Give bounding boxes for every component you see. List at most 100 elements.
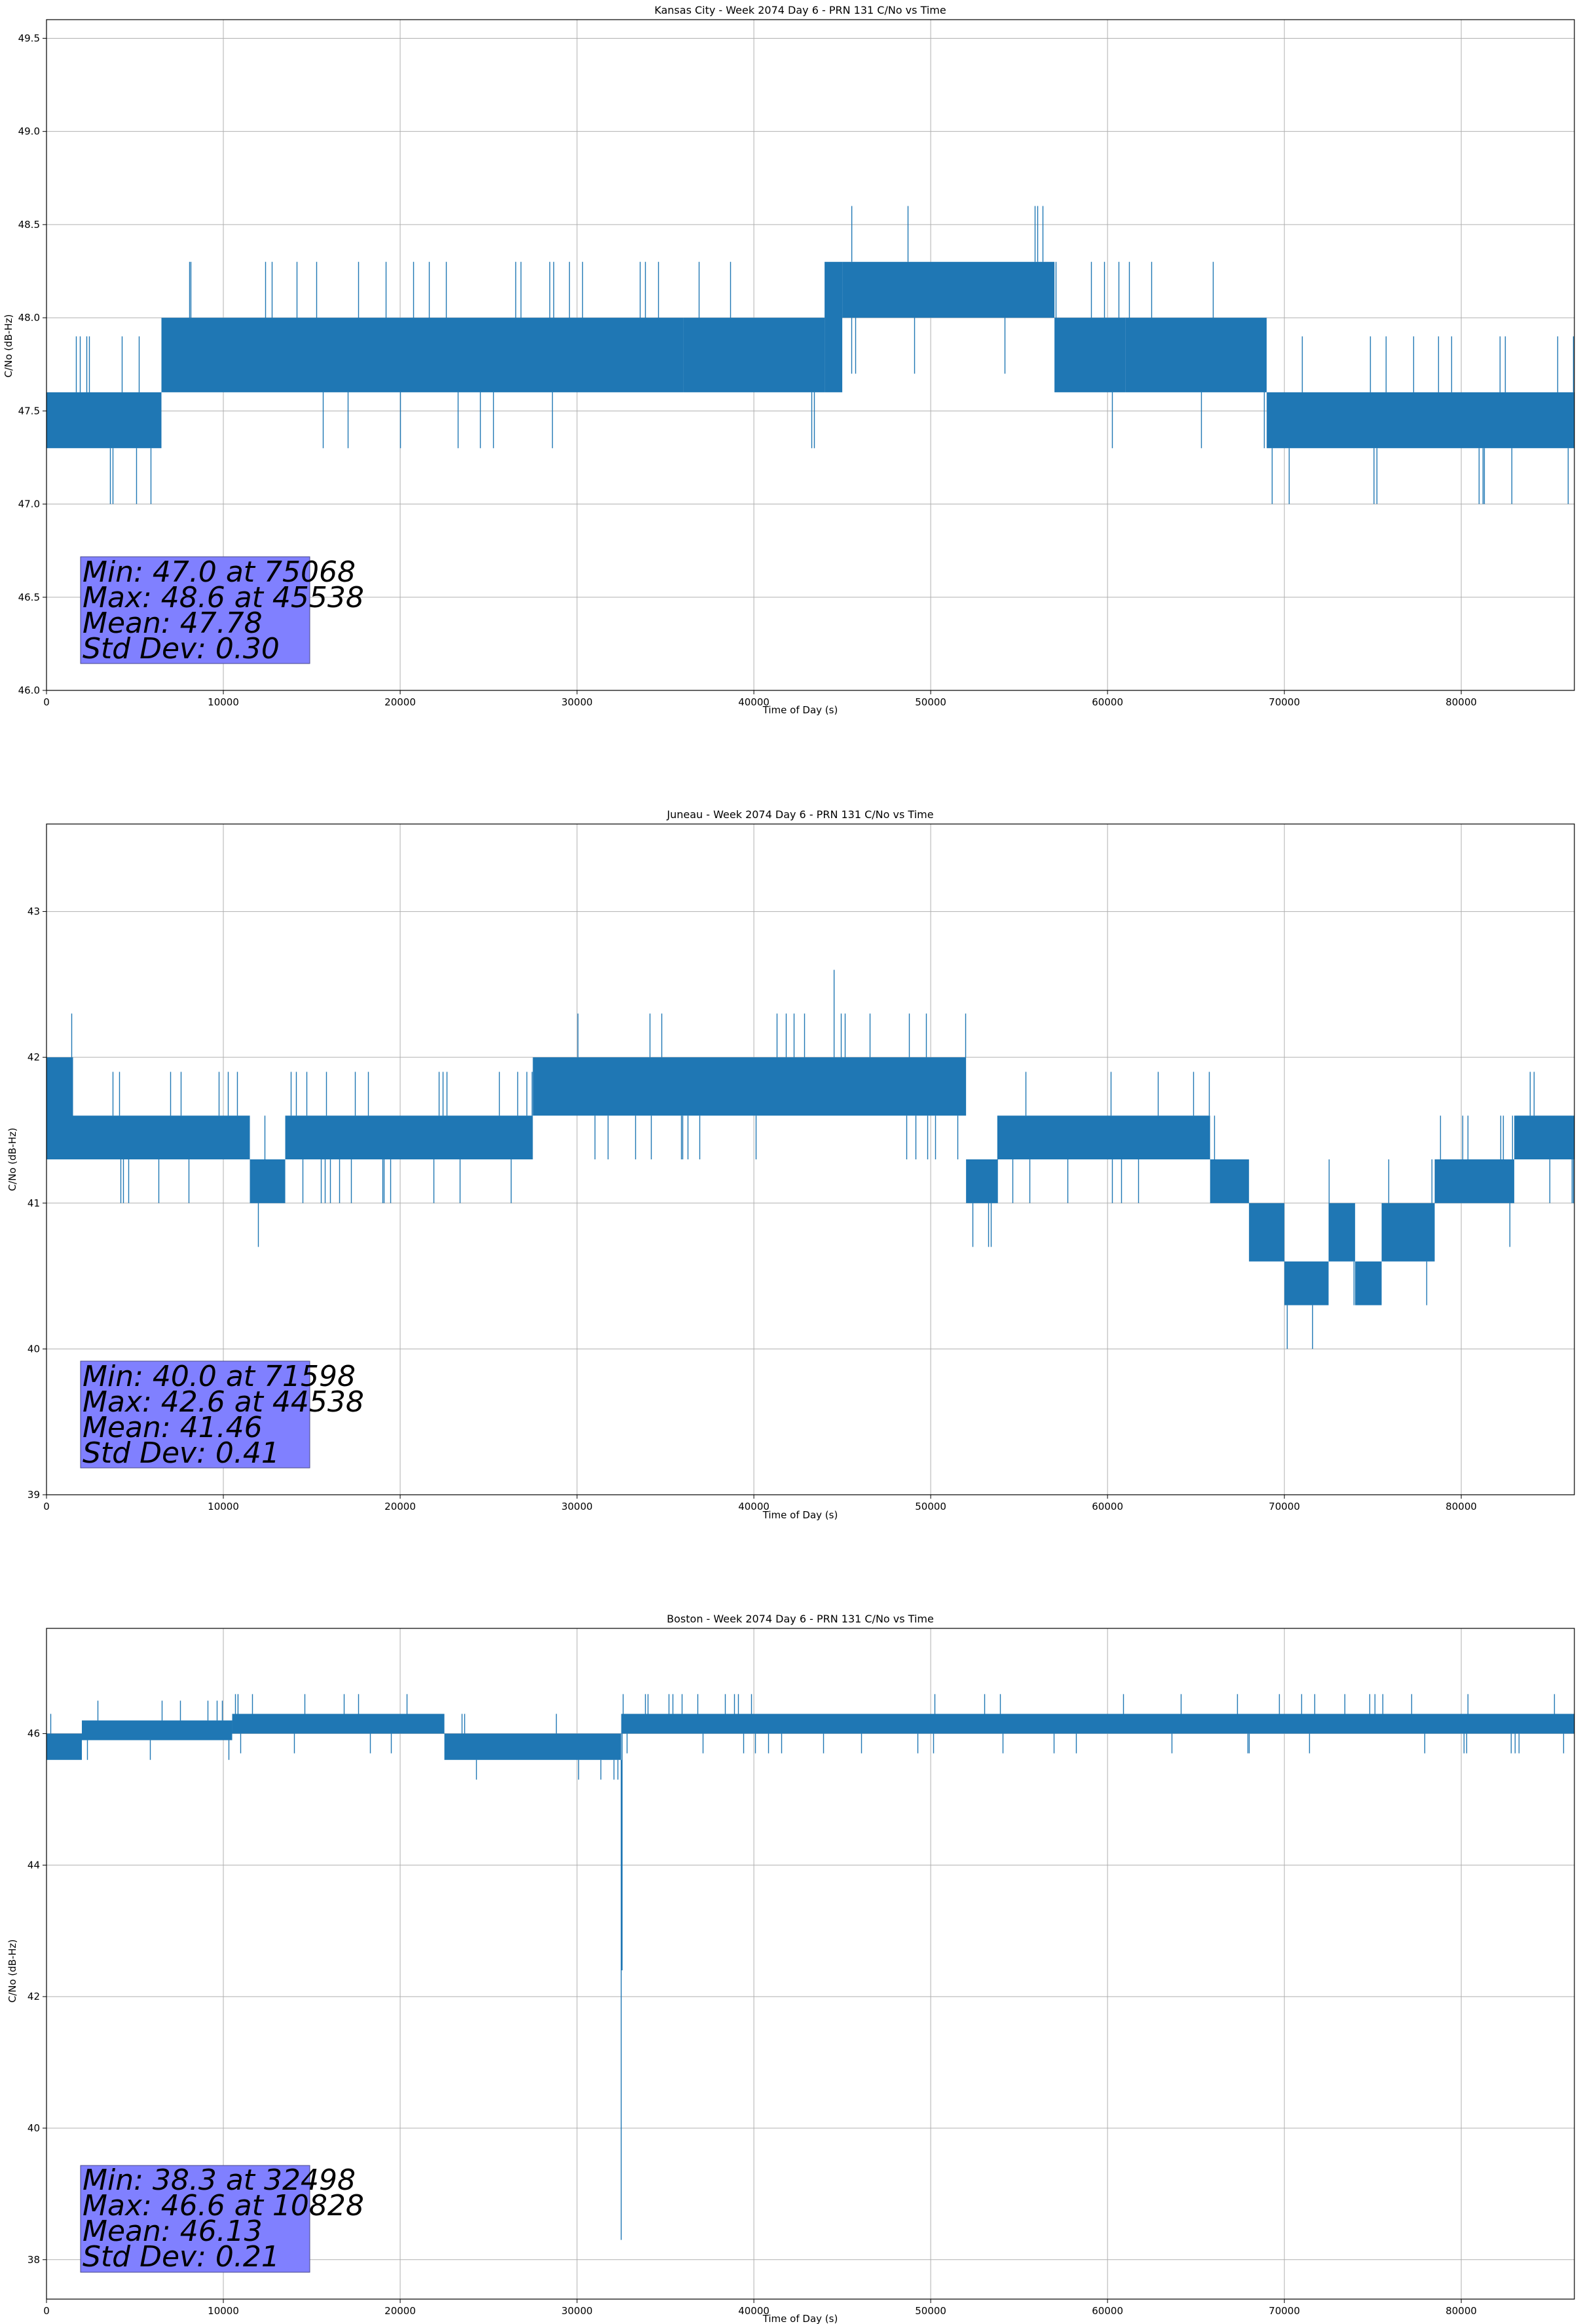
y-axis-label: C/No (dB-Hz) xyxy=(7,1940,18,2003)
chart-panel-boston: Boston - Week 2074 Day 6 - PRN 131 C/No … xyxy=(7,1613,1575,2324)
x-tick-label: 0 xyxy=(43,1501,50,1512)
y-tick-label: 49.0 xyxy=(18,126,40,138)
axes-frame xyxy=(46,1628,1575,2300)
cno-band-segment xyxy=(1125,318,1267,392)
y-tick-label: 43 xyxy=(28,906,40,918)
cno-spikes xyxy=(50,1694,1565,2240)
stats-mean: Mean: 41.46 xyxy=(83,1411,263,1444)
y-tick-label: 40 xyxy=(28,2122,40,2134)
y-axis-ticks: 39 40 41 42 43 xyxy=(28,906,46,1501)
stats-box-background xyxy=(80,2165,310,2273)
x-tick-label: 20000 xyxy=(384,696,416,708)
cno-spikes xyxy=(71,969,1574,1349)
cno-band-segment xyxy=(1210,1159,1250,1203)
x-tick-label: 40000 xyxy=(738,1501,770,1512)
cno-band-segment xyxy=(1355,1261,1382,1305)
stats-std-dev: Std Dev: 0.21 xyxy=(83,2240,280,2274)
cno-series-line xyxy=(46,1694,1575,2240)
x-tick-label: 10000 xyxy=(208,696,239,708)
chart-title: Boston - Week 2074 Day 6 - PRN 131 C/No … xyxy=(667,1613,934,1625)
stats-box: Min: 38.3 at 32498 Max: 46.6 at 10828 Me… xyxy=(80,2164,364,2274)
x-tick-label: 70000 xyxy=(1269,1501,1300,1512)
cno-band-segment xyxy=(444,1733,622,1760)
cno-band-segment xyxy=(1249,1203,1285,1262)
cno-spikes xyxy=(75,206,1574,504)
x-tick-label: 30000 xyxy=(561,1501,593,1512)
x-axis-ticks: 0 10000 20000 30000 40000 50000 60000 70000 8000… xyxy=(43,690,1477,708)
y-tick-label: 38 xyxy=(28,2254,40,2266)
cno-band-segment xyxy=(683,318,825,392)
x-tick-label: 80000 xyxy=(1445,1501,1477,1512)
cno-band-segment xyxy=(1328,1203,1356,1262)
cno-band-segment xyxy=(82,1720,232,1740)
x-axis-label: Time of Day (s) xyxy=(762,704,838,716)
y-tick-label: 47.5 xyxy=(18,405,40,417)
x-tick-label: 30000 xyxy=(561,2305,593,2317)
y-tick-label: 46.0 xyxy=(18,684,40,696)
chart-panel-kansas-city: Kansas City - Week 2074 Day 6 - PRN 131 … xyxy=(3,4,1575,716)
x-axis-ticks: 0 10000 20000 30000 40000 50000 60000 70000 8000… xyxy=(43,1495,1477,1512)
cno-series-line xyxy=(46,969,1574,1349)
x-axis-label: Time of Day (s) xyxy=(762,2313,838,2324)
stats-min: Min: 40.0 at 71598 xyxy=(83,1360,356,1393)
x-tick-label: 30000 xyxy=(561,696,593,708)
cno-band-segment xyxy=(1054,318,1126,392)
x-tick-label: 40000 xyxy=(738,696,770,708)
axes-frame xyxy=(46,19,1575,691)
x-axis-ticks: 0 10000 20000 30000 40000 50000 60000 70000 8000… xyxy=(43,2299,1477,2317)
cno-band-segment xyxy=(46,1057,73,1159)
axes-frame xyxy=(46,823,1575,1495)
cno-band-segment xyxy=(73,1115,250,1159)
cno-band-segment xyxy=(1434,1159,1515,1203)
cno-band-segment xyxy=(1284,1261,1329,1305)
plot-area xyxy=(46,969,1574,1349)
stats-box: Min: 40.0 at 71598 Max: 42.6 at 44538 Me… xyxy=(80,1360,364,1470)
grid xyxy=(46,1628,1574,2299)
stats-min: Min: 47.0 at 75068 xyxy=(83,555,356,589)
y-axis-label: C/No (dB-Hz) xyxy=(7,1128,18,1191)
x-tick-label: 40000 xyxy=(738,2305,770,2317)
x-tick-label: 50000 xyxy=(915,2305,946,2317)
stats-max: Max: 48.6 at 45538 xyxy=(83,581,364,614)
y-tick-label: 49.5 xyxy=(18,32,40,44)
stats-mean: Mean: 46.13 xyxy=(83,2215,263,2248)
plot-area xyxy=(46,1694,1575,2240)
y-tick-label: 48.0 xyxy=(18,312,40,324)
x-tick-label: 10000 xyxy=(208,1501,239,1512)
chart-panel-juneau: Juneau - Week 2074 Day 6 - PRN 131 C/No … xyxy=(7,808,1575,1521)
cno-band-segment xyxy=(64,392,162,449)
cno-band-segment xyxy=(532,1057,967,1116)
x-tick-label: 60000 xyxy=(1092,2305,1123,2317)
x-tick-label: 70000 xyxy=(1269,2305,1300,2317)
chart-title: Kansas City - Week 2074 Day 6 - PRN 131 … xyxy=(654,4,946,16)
cno-band-segment xyxy=(621,1714,1575,1734)
cno-band-segment xyxy=(1381,1203,1435,1262)
x-tick-label: 10000 xyxy=(208,2305,239,2317)
cno-band-segment xyxy=(285,1115,533,1159)
stats-mean: Mean: 47.78 xyxy=(83,607,263,640)
y-tick-label: 40 xyxy=(28,1343,40,1355)
y-tick-label: 46 xyxy=(28,1728,40,1740)
cno-band-segment xyxy=(825,261,843,392)
plot-area xyxy=(46,206,1574,504)
x-tick-label: 20000 xyxy=(384,1501,416,1512)
y-tick-label: 41 xyxy=(28,1197,40,1209)
x-tick-label: 80000 xyxy=(1445,2305,1477,2317)
y-axis-ticks: 38 40 42 44 46 xyxy=(28,1728,46,2266)
y-tick-label: 48.5 xyxy=(18,219,40,231)
cno-band-segment xyxy=(842,261,1055,318)
stats-min: Min: 38.3 at 32498 xyxy=(83,2164,356,2197)
cno-band-segment xyxy=(232,1714,445,1734)
y-tick-label: 42 xyxy=(28,1991,40,2002)
cno-band-segment xyxy=(997,1115,1210,1159)
x-tick-label: 50000 xyxy=(915,1501,946,1512)
y-axis-ticks: 46.0 46.5 47.0 47.5 48.0 48.5 49.0 49.5 xyxy=(18,32,46,696)
x-tick-label: 60000 xyxy=(1092,1501,1123,1512)
cno-band-segment xyxy=(250,1159,286,1203)
x-tick-label: 70000 xyxy=(1269,696,1300,708)
y-tick-label: 44 xyxy=(28,1859,40,1871)
y-tick-label: 42 xyxy=(28,1051,40,1063)
y-tick-label: 39 xyxy=(28,1489,40,1501)
stats-std-dev: Std Dev: 0.41 xyxy=(83,1436,280,1470)
stats-box-background xyxy=(80,556,310,664)
